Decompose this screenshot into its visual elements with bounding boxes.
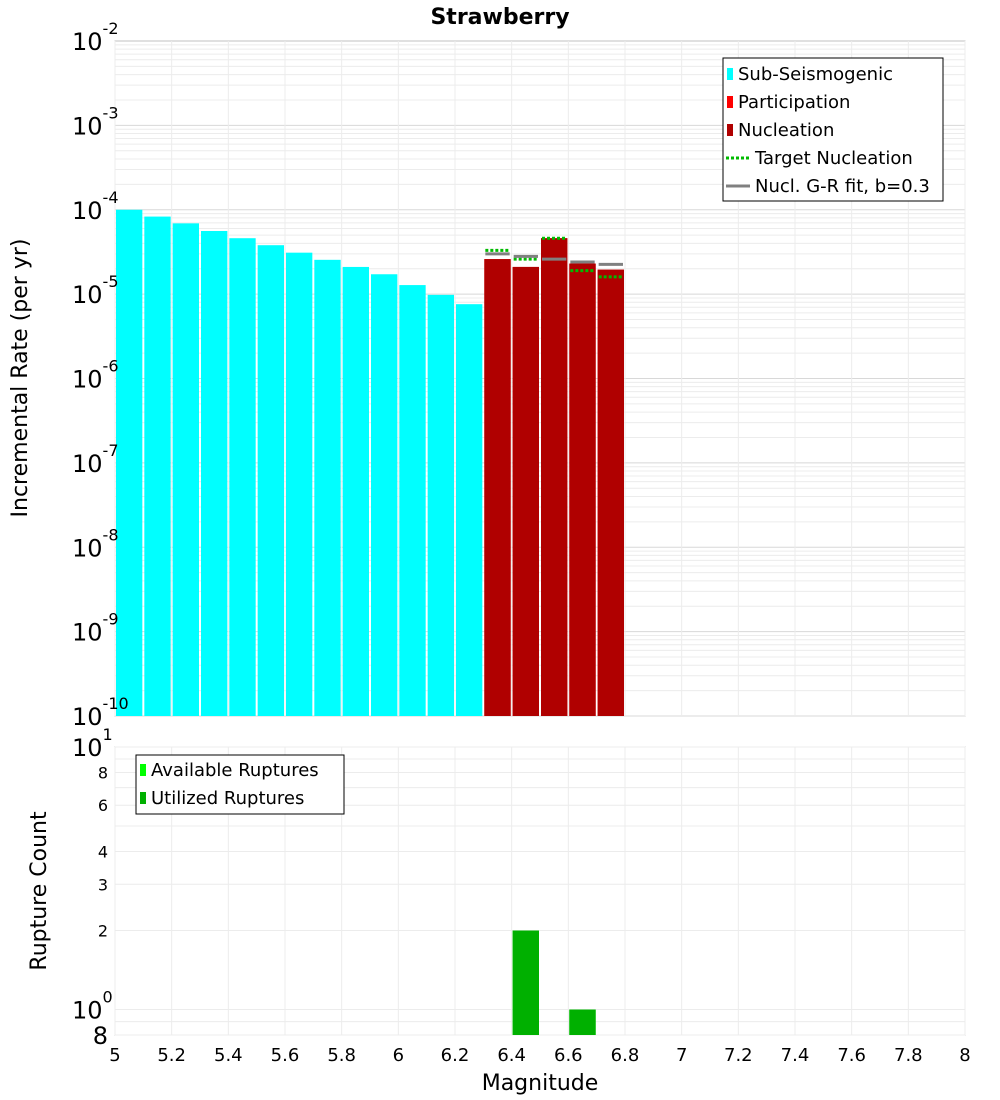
- y-tick-exponent: -7: [103, 441, 119, 460]
- x-tick-label: 7.4: [781, 1045, 810, 1066]
- x-tick-label: 6.6: [554, 1045, 583, 1066]
- bottom-legend: Available Ruptures Utilized Ruptures: [135, 754, 345, 815]
- y-tick-label: 10-10: [72, 694, 129, 731]
- y-tick-label: 10-4: [72, 188, 119, 225]
- bar-sub-seismogenic: [257, 245, 284, 717]
- legend-swatch: [727, 96, 733, 108]
- top-bars: [116, 209, 624, 717]
- x-tick-label: 7.8: [894, 1045, 923, 1066]
- bar-sub-seismogenic: [116, 209, 143, 716]
- y-tick-label: 8: [93, 1022, 108, 1050]
- x-tick-label: 6.8: [611, 1045, 640, 1066]
- y-tick-label: 6: [98, 796, 108, 815]
- y-tick-exponent: -8: [103, 525, 119, 544]
- bar-sub-seismogenic: [456, 304, 483, 716]
- legend-swatch: [727, 124, 733, 136]
- legend-label: Utilized Ruptures: [151, 788, 304, 809]
- y-tick-exponent: -5: [103, 272, 119, 291]
- y-tick-label: 10-5: [72, 272, 119, 309]
- y-tick-label: 100: [72, 988, 113, 1025]
- x-axis-label: Magnitude: [482, 1071, 599, 1096]
- y-tick-exponent: -2: [103, 19, 119, 38]
- bar-sub-seismogenic: [286, 252, 313, 716]
- y-tick-label: 10-7: [72, 441, 119, 478]
- y-tick-label: 2: [98, 922, 108, 941]
- x-tick-label: 7.6: [837, 1045, 866, 1066]
- x-tick-label: 7: [676, 1045, 687, 1066]
- bar-sub-seismogenic: [399, 285, 426, 716]
- bar-nucleation: [512, 266, 539, 716]
- bar-sub-seismogenic: [172, 223, 199, 716]
- x-tick-label: 6: [393, 1045, 404, 1066]
- legend-label: Nucl. G-R fit, b=0.3: [755, 176, 930, 197]
- bar-sub-seismogenic: [144, 216, 171, 716]
- y-tick-label: 10-8: [72, 525, 119, 562]
- legend-box: [135, 754, 345, 815]
- bar-nucleation: [597, 269, 624, 716]
- x-tick-label: 7.2: [724, 1045, 753, 1066]
- y-tick-label: 10-2: [72, 19, 119, 56]
- bar-sub-seismogenic: [371, 274, 398, 716]
- y-tick-label: 10-3: [72, 103, 119, 140]
- bar-nucleation: [541, 238, 568, 716]
- x-tick-label: 6.2: [441, 1045, 470, 1066]
- bar-utilized-ruptures: [569, 1009, 596, 1035]
- y-tick-exponent: -10: [103, 694, 129, 713]
- x-tick-label: 5: [109, 1045, 120, 1066]
- x-tick-label: 5.6: [271, 1045, 300, 1066]
- bar-utilized-ruptures: [512, 930, 539, 1035]
- bottom-x-ticks: 5 5.2 5.4 5.6 5.8 6 6.2 6.4 6.6 6.8 7 7.2 7.4 7.6 7.8 8: [109, 1045, 970, 1066]
- y-tick-exponent: -3: [103, 103, 119, 122]
- legend-swatch: [727, 68, 733, 80]
- x-tick-label: 8: [959, 1045, 970, 1066]
- y-tick-label: 4: [98, 842, 108, 861]
- legend-box: [722, 57, 944, 202]
- x-tick-label: 5.2: [157, 1045, 186, 1066]
- bar-nucleation: [569, 263, 596, 716]
- bottom-grid: [114, 746, 966, 1036]
- y-tick-label: 10-6: [72, 357, 119, 394]
- y-tick-exponent: 0: [103, 988, 113, 1007]
- top-legend: Sub-Seismogenic Participation Nucleation Ta…: [722, 57, 944, 202]
- y-tick-exponent: -6: [103, 357, 119, 376]
- bar-sub-seismogenic: [314, 259, 341, 716]
- top-plot: 10-10 10-9 10-8 10-7 10-6 10-5 10-4 10-3 10-2 In…: [8, 19, 966, 731]
- y-tick-exponent: -9: [103, 610, 119, 629]
- bar-sub-seismogenic: [201, 230, 228, 716]
- legend-label: Target Nucleation: [754, 148, 913, 169]
- legend-swatch: [140, 792, 146, 804]
- legend-swatch: [140, 764, 146, 776]
- y-tick-label: 10-9: [72, 610, 119, 647]
- top-lines: [485, 236, 623, 279]
- x-tick-label: 5.8: [327, 1045, 356, 1066]
- x-tick-label: 6.4: [497, 1045, 526, 1066]
- y-tick-label: 8: [98, 763, 108, 782]
- legend-label: Nucleation: [738, 120, 834, 141]
- y-tick-exponent: -4: [103, 188, 119, 207]
- chart-title: Strawberry: [430, 5, 569, 30]
- bar-sub-seismogenic: [427, 294, 454, 716]
- bottom-y-axis-label: Rupture Count: [27, 811, 52, 971]
- x-tick-label: 5.4: [214, 1045, 243, 1066]
- bar-sub-seismogenic: [342, 266, 369, 716]
- legend-label: Available Ruptures: [151, 760, 319, 781]
- top-y-axis-label: Incremental Rate (per yr): [8, 239, 33, 518]
- legend-label: Participation: [738, 92, 850, 113]
- bottom-bars: [512, 930, 596, 1035]
- legend-label: Sub-Seismogenic: [738, 64, 893, 85]
- bar-nucleation: [484, 259, 511, 716]
- bar-sub-seismogenic: [229, 238, 256, 716]
- y-tick-label: 3: [98, 875, 108, 894]
- y-tick-exponent: 1: [103, 725, 113, 744]
